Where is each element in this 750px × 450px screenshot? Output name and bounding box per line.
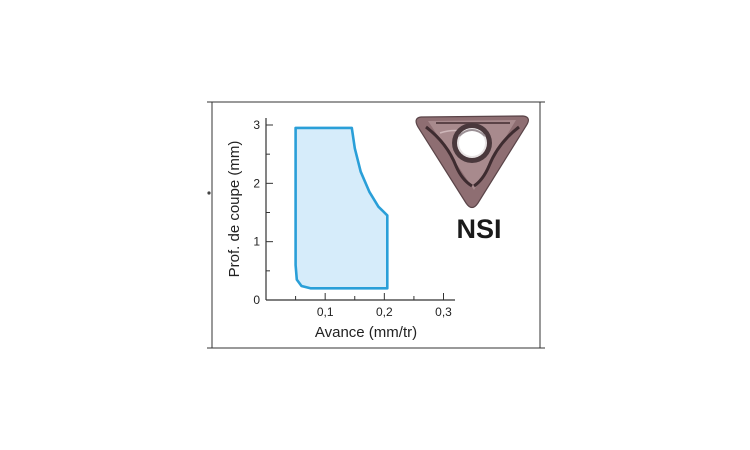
x-ticks: 0,1 0,2 0,3 <box>295 293 452 319</box>
frame-dot <box>207 191 211 195</box>
y-tick-label: 3 <box>253 118 260 132</box>
x-axis-title: Avance (mm/tr) <box>315 324 417 341</box>
operating-region-area <box>294 126 389 290</box>
frame <box>207 101 545 349</box>
insert-name: NSI <box>456 214 501 244</box>
x-tick-label: 0,2 <box>376 305 393 319</box>
axes <box>265 118 455 301</box>
triangular-cutting-insert-icon <box>415 115 529 209</box>
y-axis-title: Prof. de coupe (mm) <box>226 141 243 278</box>
y-tick-label: 0 <box>253 293 260 307</box>
y-tick-label: 2 <box>253 176 260 190</box>
x-tick-label: 0,3 <box>435 305 452 319</box>
y-tick-label: 1 <box>253 235 260 249</box>
x-tick-label: 0,1 <box>317 305 334 319</box>
y-ticks: 0 1 2 3 <box>253 118 273 307</box>
